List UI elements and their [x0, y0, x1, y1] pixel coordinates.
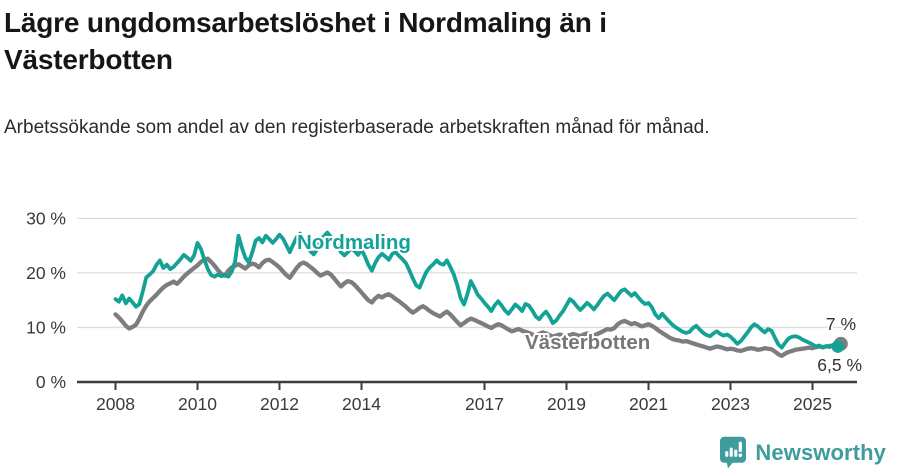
x-tick-label: 2025: [793, 394, 832, 414]
x-tick-label: 2010: [178, 394, 217, 414]
y-tick-label: 0 %: [36, 372, 66, 392]
y-tick-label: 30 %: [26, 208, 66, 228]
x-tick-label: 2019: [547, 394, 586, 414]
chart-subtitle: Arbetssökande som andel av den registerb…: [4, 117, 710, 138]
nordmaling-series-label: Nordmaling: [297, 231, 411, 254]
y-tick-label: 20 %: [26, 263, 66, 283]
x-tick-label: 2012: [260, 394, 299, 414]
page-title: Lägre ungdomsarbetslöshet i Nordmaling ä…: [4, 7, 607, 75]
unemployment-line-chart: 0 % 10 % 20 % 30 % 2008 2010 2012 2014 2017 2019 2…: [26, 208, 864, 414]
footer-brand: Newsworthy: [719, 436, 886, 469]
y-tick-label: 10 %: [26, 317, 66, 337]
vasterbotten-end-label: 7 %: [826, 314, 856, 334]
nordmaling-end-dot: [831, 340, 845, 353]
x-tick-label: 2023: [711, 394, 750, 414]
x-tick-label: 2017: [465, 394, 504, 414]
brand-name: Newsworthy: [755, 439, 886, 465]
x-tick-label: 2008: [96, 394, 135, 414]
vasterbotten-series-label: Västerbotten: [525, 331, 650, 354]
vasterbotten-line: [113, 256, 842, 358]
nordmaling-line: [113, 230, 842, 350]
x-tick-label: 2021: [629, 394, 668, 414]
x-tick-label: 2014: [342, 394, 381, 414]
newsworthy-pin-bar-chart-icon: [719, 436, 747, 469]
nordmaling-end-label: 6,5 %: [817, 355, 862, 375]
